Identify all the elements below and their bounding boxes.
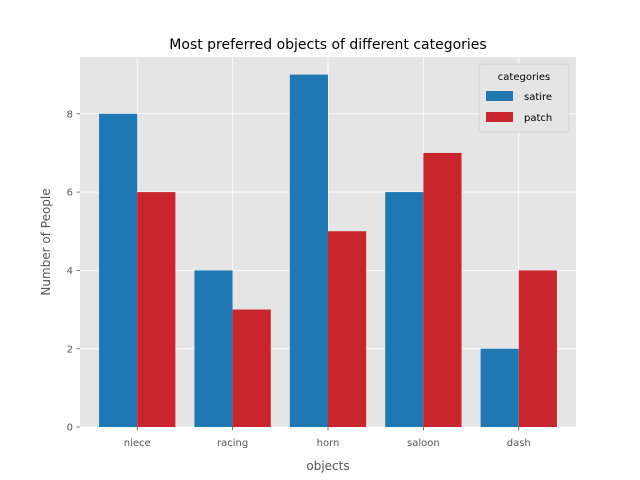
bar-satire-niece: [99, 113, 138, 427]
legend-items: satire patch: [486, 91, 552, 124]
y-tick-label: 0: [67, 423, 73, 434]
x-tick-label: dash: [507, 438, 531, 449]
y-axis-ticks: 0 2 4 6 8: [67, 109, 80, 434]
bar-patch-niece: [137, 192, 176, 427]
x-tick-label: racing: [217, 438, 248, 449]
bar-satire-saloon: [385, 192, 424, 427]
x-tick-label: saloon: [407, 438, 440, 449]
x-axis-label: objects: [306, 459, 349, 473]
bar-patch-saloon: [423, 152, 462, 428]
y-axis-label: Number of People: [39, 188, 53, 295]
y-tick-label: 6: [67, 188, 73, 199]
x-tick-label: niece: [124, 438, 151, 449]
bar-patch-dash: [518, 270, 557, 427]
y-tick-label: 4: [67, 266, 73, 277]
bar-satire-horn: [289, 74, 328, 427]
x-tick-label: horn: [317, 438, 340, 449]
y-tick-label: 8: [67, 109, 73, 120]
bar-satire-racing: [194, 270, 233, 427]
bars: [99, 74, 557, 428]
legend: categories satire patch: [478, 63, 570, 133]
bar-satire-dash: [480, 348, 519, 427]
legend-label-satire: satire: [524, 92, 552, 103]
x-axis-ticks: niece racing horn saloon dash: [124, 427, 531, 449]
y-tick-label: 2: [67, 344, 73, 355]
legend-label-patch: patch: [524, 113, 552, 124]
bar-patch-racing: [232, 309, 271, 427]
legend-title: categories: [498, 72, 550, 83]
legend-swatch-patch: [486, 112, 513, 122]
legend-swatch-satire: [486, 91, 513, 101]
chart-title: Most preferred objects of different cate…: [169, 37, 486, 53]
bar-patch-horn: [328, 231, 367, 427]
